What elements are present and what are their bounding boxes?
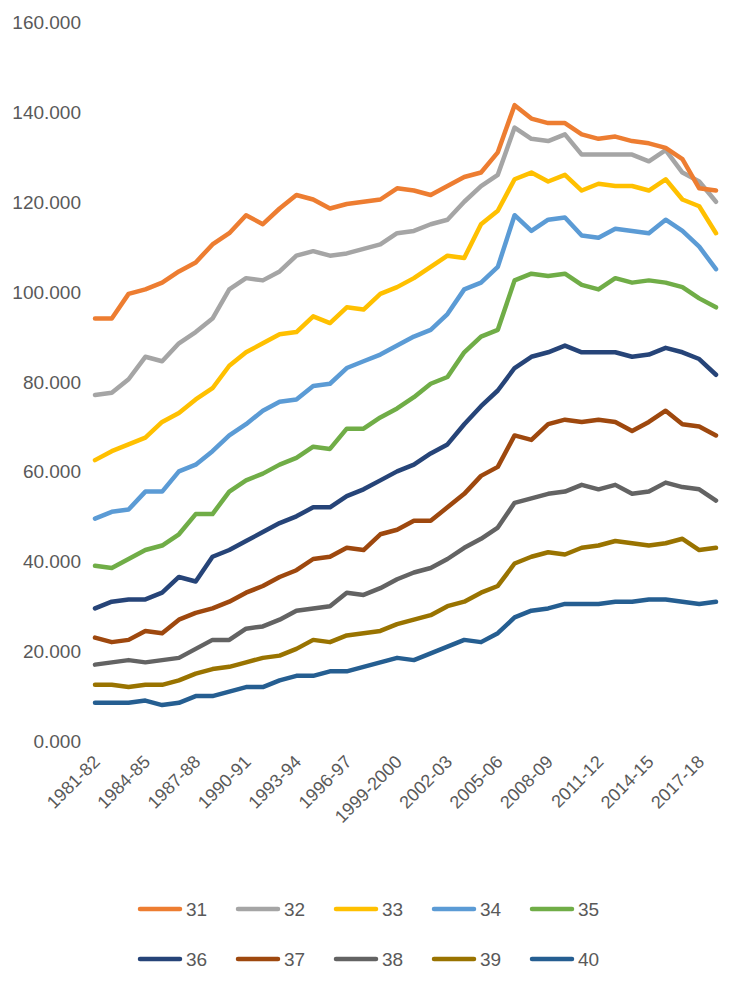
y-tick-label: 20.000: [23, 641, 81, 662]
plot-lines: [95, 105, 716, 705]
x-tick-label: 2017-18: [647, 752, 708, 813]
legend-label: 39: [480, 949, 501, 970]
legend-swatch: [140, 957, 180, 962]
y-tick-label: 100.000: [12, 282, 81, 303]
y-tick-label: 160.000: [12, 12, 81, 33]
x-tick-label: 1987-88: [144, 752, 205, 813]
y-tick-label: 40.000: [23, 551, 81, 572]
legend-label: 36: [186, 949, 207, 970]
legend-swatch: [238, 907, 278, 912]
legend-swatch: [336, 907, 376, 912]
chart: 0.000 20.000 40.000 60.000 80.000 100.000 120.…: [0, 0, 734, 987]
series-line: [95, 346, 716, 609]
legend-label: 33: [382, 899, 403, 920]
x-tick-label: 1993-94: [244, 752, 305, 813]
legend-swatch: [434, 907, 474, 912]
legend-label: 31: [186, 899, 207, 920]
x-tick-label: 1999-2000: [331, 752, 406, 827]
y-tick-label: 80.000: [23, 372, 81, 393]
series-line: [95, 483, 716, 665]
legend-label: 38: [382, 949, 403, 970]
series-line: [95, 105, 716, 318]
x-tick-label: 2011-12: [547, 752, 607, 812]
legend-swatch: [532, 957, 572, 962]
series-line: [95, 173, 716, 461]
x-tick-label: 1990-91: [194, 752, 255, 813]
legend-swatch: [532, 907, 572, 912]
x-tick-label: 2014-15: [597, 752, 658, 813]
y-tick-label: 140.000: [12, 102, 81, 123]
series-line: [95, 215, 716, 518]
x-tick-label: 2005-06: [446, 752, 507, 813]
x-tick-label: 1984-85: [93, 752, 154, 813]
legend-label: 32: [284, 899, 305, 920]
x-tick-label: 2002-03: [395, 752, 456, 813]
legend-swatch: [336, 957, 376, 962]
y-tick-label: 0.000: [33, 731, 81, 752]
series-line: [95, 128, 716, 395]
legend-label: 34: [480, 899, 502, 920]
legend-label: 40: [578, 949, 599, 970]
series-line: [95, 539, 716, 687]
legend-swatch: [140, 907, 180, 912]
legend-label: 37: [284, 949, 305, 970]
legend-label: 35: [578, 899, 599, 920]
series-line: [95, 274, 716, 568]
y-tick-label: 120.000: [12, 192, 81, 213]
legend-swatch: [434, 957, 474, 962]
x-tick-label: 2008-09: [496, 752, 557, 813]
y-tick-label: 60.000: [23, 461, 81, 482]
legend-swatch: [238, 957, 278, 962]
x-tick-label: 1981-82: [43, 752, 104, 813]
